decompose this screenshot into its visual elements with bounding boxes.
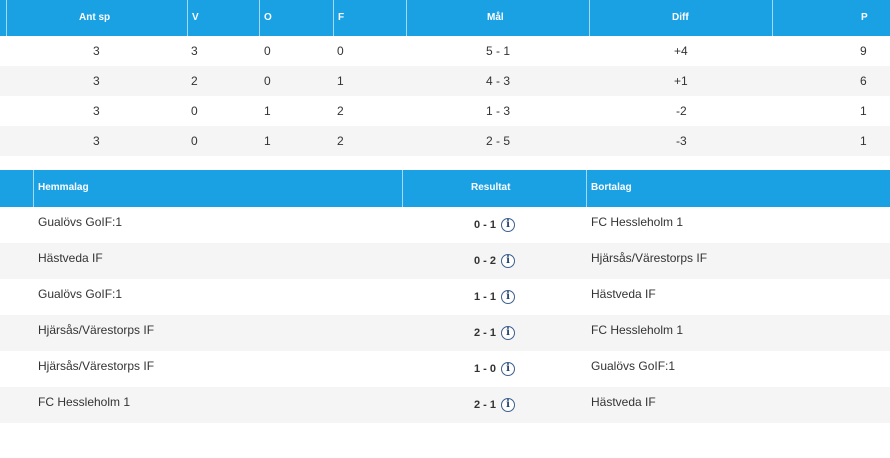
cell-mal: 4 - 3 bbox=[486, 74, 511, 88]
info-icon[interactable]: i bbox=[501, 254, 516, 268]
col-header-f[interactable]: F bbox=[338, 12, 345, 23]
column-divider bbox=[33, 170, 34, 207]
away-team[interactable]: FC Hessleholm 1 bbox=[591, 323, 684, 337]
cell-o: 0 bbox=[264, 74, 271, 88]
result-score: 0 - 1 bbox=[474, 219, 497, 231]
cell-v: 2 bbox=[191, 74, 198, 88]
column-divider bbox=[333, 0, 334, 36]
cell-diff: -3 bbox=[676, 134, 687, 148]
standings-row: 3 3 0 0 5 - 1 +4 9 bbox=[0, 36, 890, 66]
column-divider bbox=[589, 0, 590, 36]
col-header-o[interactable]: O bbox=[264, 12, 272, 23]
cell-diff: -2 bbox=[676, 104, 687, 118]
match-result: 2 - 1 i bbox=[474, 398, 516, 412]
cell-f: 1 bbox=[337, 74, 344, 88]
col-header-away[interactable]: Bortalag bbox=[591, 182, 632, 193]
match-result: 1 - 1 i bbox=[474, 290, 516, 304]
standings-row: 3 2 0 1 4 - 3 +1 6 bbox=[0, 66, 890, 96]
column-divider bbox=[6, 0, 7, 36]
cell-ant-sp: 3 bbox=[93, 134, 100, 148]
column-divider bbox=[586, 170, 587, 207]
cell-p: 6 bbox=[860, 74, 867, 88]
matches-table: Hemmalag Resultat Bortalag Gualövs GoIF:… bbox=[0, 170, 890, 423]
home-team[interactable]: Gualövs GoIF:1 bbox=[38, 215, 123, 229]
cell-diff: +1 bbox=[674, 74, 688, 88]
away-team[interactable]: Hästveda IF bbox=[591, 395, 656, 409]
match-result: 2 - 1 i bbox=[474, 326, 516, 340]
cell-mal: 2 - 5 bbox=[486, 134, 511, 148]
result-score: 1 - 0 bbox=[474, 363, 497, 375]
match-row: FC Hessleholm 1 2 - 1 i Hästveda IF bbox=[0, 387, 890, 423]
result-score: 2 - 1 bbox=[474, 399, 497, 411]
match-row: Hästveda IF 0 - 2 i Hjärsås/Värestorps IF bbox=[0, 243, 890, 279]
column-divider bbox=[187, 0, 188, 36]
column-divider bbox=[259, 0, 260, 36]
cell-o: 1 bbox=[264, 104, 271, 118]
col-header-home[interactable]: Hemmalag bbox=[38, 182, 89, 193]
match-row: Hjärsås/Värestorps IF 2 - 1 i FC Hessleho… bbox=[0, 315, 890, 351]
col-header-result[interactable]: Resultat bbox=[471, 182, 511, 193]
result-score: 0 - 2 bbox=[474, 255, 497, 267]
info-icon[interactable]: i bbox=[501, 290, 516, 304]
cell-o: 0 bbox=[264, 44, 271, 58]
matches-header: Hemmalag Resultat Bortalag bbox=[0, 170, 890, 207]
standings-header: Ant sp V O F Mål Diff P bbox=[0, 0, 890, 36]
cell-f: 2 bbox=[337, 104, 344, 118]
away-team[interactable]: FC Hessleholm 1 bbox=[591, 215, 684, 229]
column-divider bbox=[402, 170, 403, 207]
cell-v: 0 bbox=[191, 134, 198, 148]
cell-f: 0 bbox=[337, 44, 344, 58]
home-team[interactable]: Hästveda IF bbox=[38, 251, 103, 265]
cell-f: 2 bbox=[337, 134, 344, 148]
away-team[interactable]: Gualövs GoIF:1 bbox=[591, 359, 676, 373]
cell-v: 3 bbox=[191, 44, 198, 58]
info-icon[interactable]: i bbox=[501, 362, 516, 376]
match-row: Hjärsås/Värestorps IF 1 - 0 i Gualövs GoI… bbox=[0, 351, 890, 387]
home-team[interactable]: Hjärsås/Värestorps IF bbox=[38, 323, 155, 337]
col-header-v[interactable]: V bbox=[192, 12, 199, 23]
col-header-mal[interactable]: Mål bbox=[487, 12, 504, 23]
cell-ant-sp: 3 bbox=[93, 44, 100, 58]
away-team[interactable]: Hästveda IF bbox=[591, 287, 656, 301]
standings-row: 3 0 1 2 2 - 5 -3 1 bbox=[0, 126, 890, 156]
cell-o: 1 bbox=[264, 134, 271, 148]
match-result: 1 - 0 i bbox=[474, 362, 516, 376]
match-row: Gualövs GoIF:1 0 - 1 i FC Hessleholm 1 bbox=[0, 207, 890, 243]
col-header-ant-sp[interactable]: Ant sp bbox=[79, 12, 111, 23]
info-icon[interactable]: i bbox=[501, 326, 516, 340]
standings-table: Ant sp V O F Mål Diff P 3 3 0 0 5 - 1 +4… bbox=[0, 0, 890, 156]
cell-p: 1 bbox=[860, 134, 867, 148]
result-score: 1 - 1 bbox=[474, 291, 497, 303]
column-divider bbox=[772, 0, 773, 36]
match-row: Gualövs GoIF:1 1 - 1 i Hästveda IF bbox=[0, 279, 890, 315]
result-score: 2 - 1 bbox=[474, 327, 497, 339]
col-header-diff[interactable]: Diff bbox=[672, 12, 689, 23]
col-header-p[interactable]: P bbox=[861, 12, 868, 23]
cell-mal: 1 - 3 bbox=[486, 104, 511, 118]
cell-v: 0 bbox=[191, 104, 198, 118]
info-icon[interactable]: i bbox=[501, 398, 516, 412]
home-team[interactable]: FC Hessleholm 1 bbox=[38, 395, 131, 409]
match-result: 0 - 1 i bbox=[474, 218, 516, 232]
cell-ant-sp: 3 bbox=[93, 74, 100, 88]
home-team[interactable]: Hjärsås/Värestorps IF bbox=[38, 359, 155, 373]
standings-row: 3 0 1 2 1 - 3 -2 1 bbox=[0, 96, 890, 126]
info-icon[interactable]: i bbox=[501, 218, 516, 232]
cell-ant-sp: 3 bbox=[93, 104, 100, 118]
away-team[interactable]: Hjärsås/Värestorps IF bbox=[591, 251, 708, 265]
match-result: 0 - 2 i bbox=[474, 254, 516, 268]
cell-diff: +4 bbox=[674, 44, 688, 58]
cell-p: 9 bbox=[860, 44, 867, 58]
cell-mal: 5 - 1 bbox=[486, 44, 511, 58]
cell-p: 1 bbox=[860, 104, 867, 118]
home-team[interactable]: Gualövs GoIF:1 bbox=[38, 287, 123, 301]
column-divider bbox=[406, 0, 407, 36]
